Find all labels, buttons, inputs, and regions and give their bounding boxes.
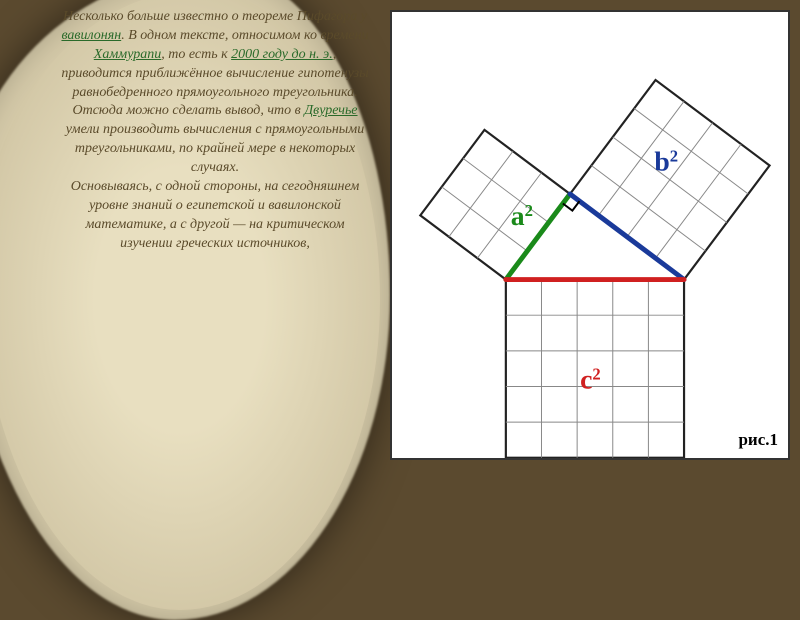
text-run: Несколько больше известно о теореме Пифа…	[63, 9, 367, 24]
link-mesopotamia[interactable]: Двуречье	[304, 103, 357, 118]
text-run: , то есть к	[161, 47, 231, 62]
link-babylonians[interactable]: вавилонян	[61, 28, 121, 43]
figure-caption: рис.1	[738, 430, 778, 450]
pythagoras-svg: a2b2c2	[392, 12, 788, 458]
link-2000bc[interactable]: 2000 году до н. э.	[231, 47, 333, 62]
text-run: . В одном тексте, относимом ко времени	[121, 28, 368, 43]
text-run: умели производить вычисления с прямоугол…	[66, 122, 364, 175]
text-run-2: Основываясь, с одной стороны, на сегодня…	[71, 179, 360, 251]
pythagoras-figure: a2b2c2 рис.1	[390, 10, 790, 460]
body-text: Несколько больше известно о теореме Пифа…	[60, 8, 370, 254]
link-hammurabi[interactable]: Хаммурапи	[94, 47, 161, 62]
